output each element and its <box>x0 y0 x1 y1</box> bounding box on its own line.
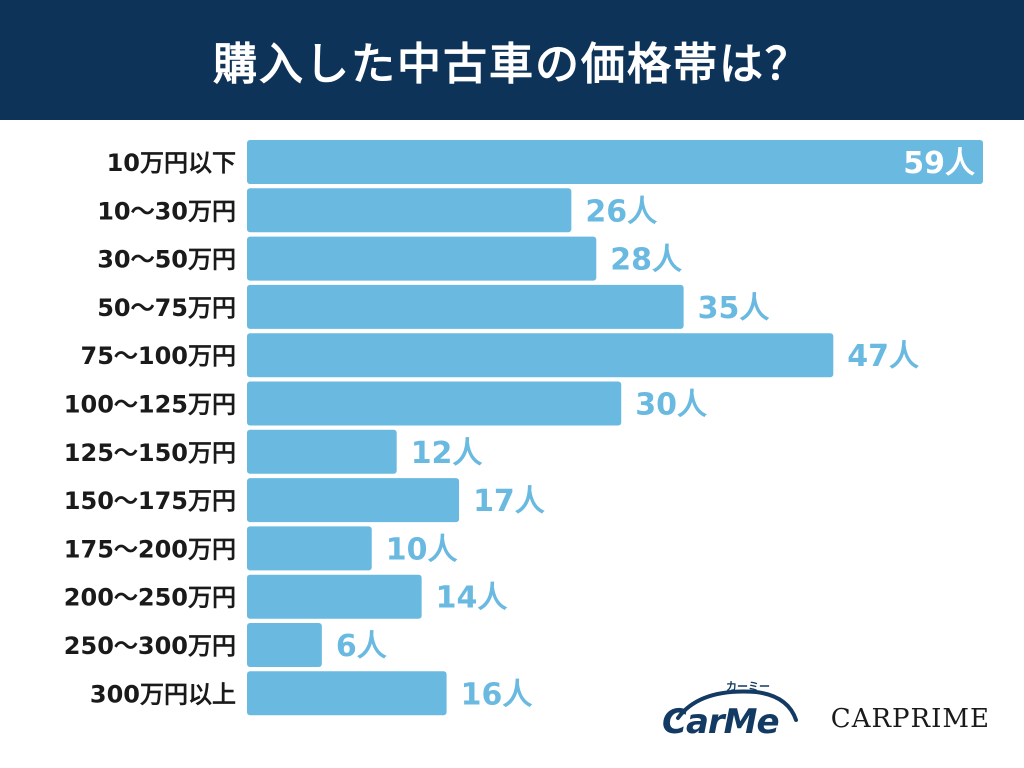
category-label: 200～250万円 <box>64 584 236 612</box>
value-label: 12人 <box>411 436 483 471</box>
category-label: 75～100万円 <box>81 342 237 370</box>
carme-kana-text: カーミー <box>726 680 770 693</box>
category-label: 100～125万円 <box>64 391 236 419</box>
category-label: 250～300万円 <box>64 632 236 660</box>
value-label: 26人 <box>585 194 657 229</box>
chart-header: 購入した中古車の価格帯は？ <box>0 0 1024 120</box>
category-label: 150～175万円 <box>64 487 236 515</box>
value-label: 6人 <box>336 629 387 664</box>
category-label: 30～50万円 <box>97 246 236 274</box>
bar <box>247 188 572 233</box>
category-label: 300万円以上 <box>90 680 236 708</box>
bar <box>247 623 322 667</box>
bar <box>247 671 447 716</box>
category-label: 50～75万円 <box>97 294 236 322</box>
bar <box>247 333 834 378</box>
category-label: 10万円以下 <box>107 149 236 177</box>
logo-area: カーミー CarMe CARPRIME <box>660 676 990 746</box>
value-label: 47人 <box>847 339 919 374</box>
bar <box>247 381 622 426</box>
bar <box>247 429 397 474</box>
value-label: 17人 <box>473 484 545 519</box>
value-label: 30人 <box>635 388 707 423</box>
bar <box>247 236 597 281</box>
carme-logo-text: CarMe <box>662 702 780 742</box>
category-label: 10～30万円 <box>97 197 236 225</box>
bar <box>247 574 422 619</box>
carme-car-arc-icon <box>676 689 798 722</box>
carprime-logo-text: CARPRIME <box>830 704 990 734</box>
chart-title: 購入した中古車の価格帯は？ <box>213 39 811 90</box>
value-label: 28人 <box>610 243 682 278</box>
value-label: 16人 <box>461 677 533 712</box>
category-label: 125～150万円 <box>64 439 236 467</box>
value-label: 10人 <box>386 532 458 567</box>
value-label: 14人 <box>436 581 508 616</box>
carme-logo: カーミー CarMe <box>660 678 810 746</box>
bar <box>247 478 460 523</box>
bar <box>247 140 983 184</box>
value-label: 35人 <box>698 291 770 326</box>
category-label: 175～200万円 <box>64 535 236 563</box>
bar <box>247 526 372 571</box>
bar <box>247 284 684 329</box>
value-label: 59人 <box>903 146 975 181</box>
